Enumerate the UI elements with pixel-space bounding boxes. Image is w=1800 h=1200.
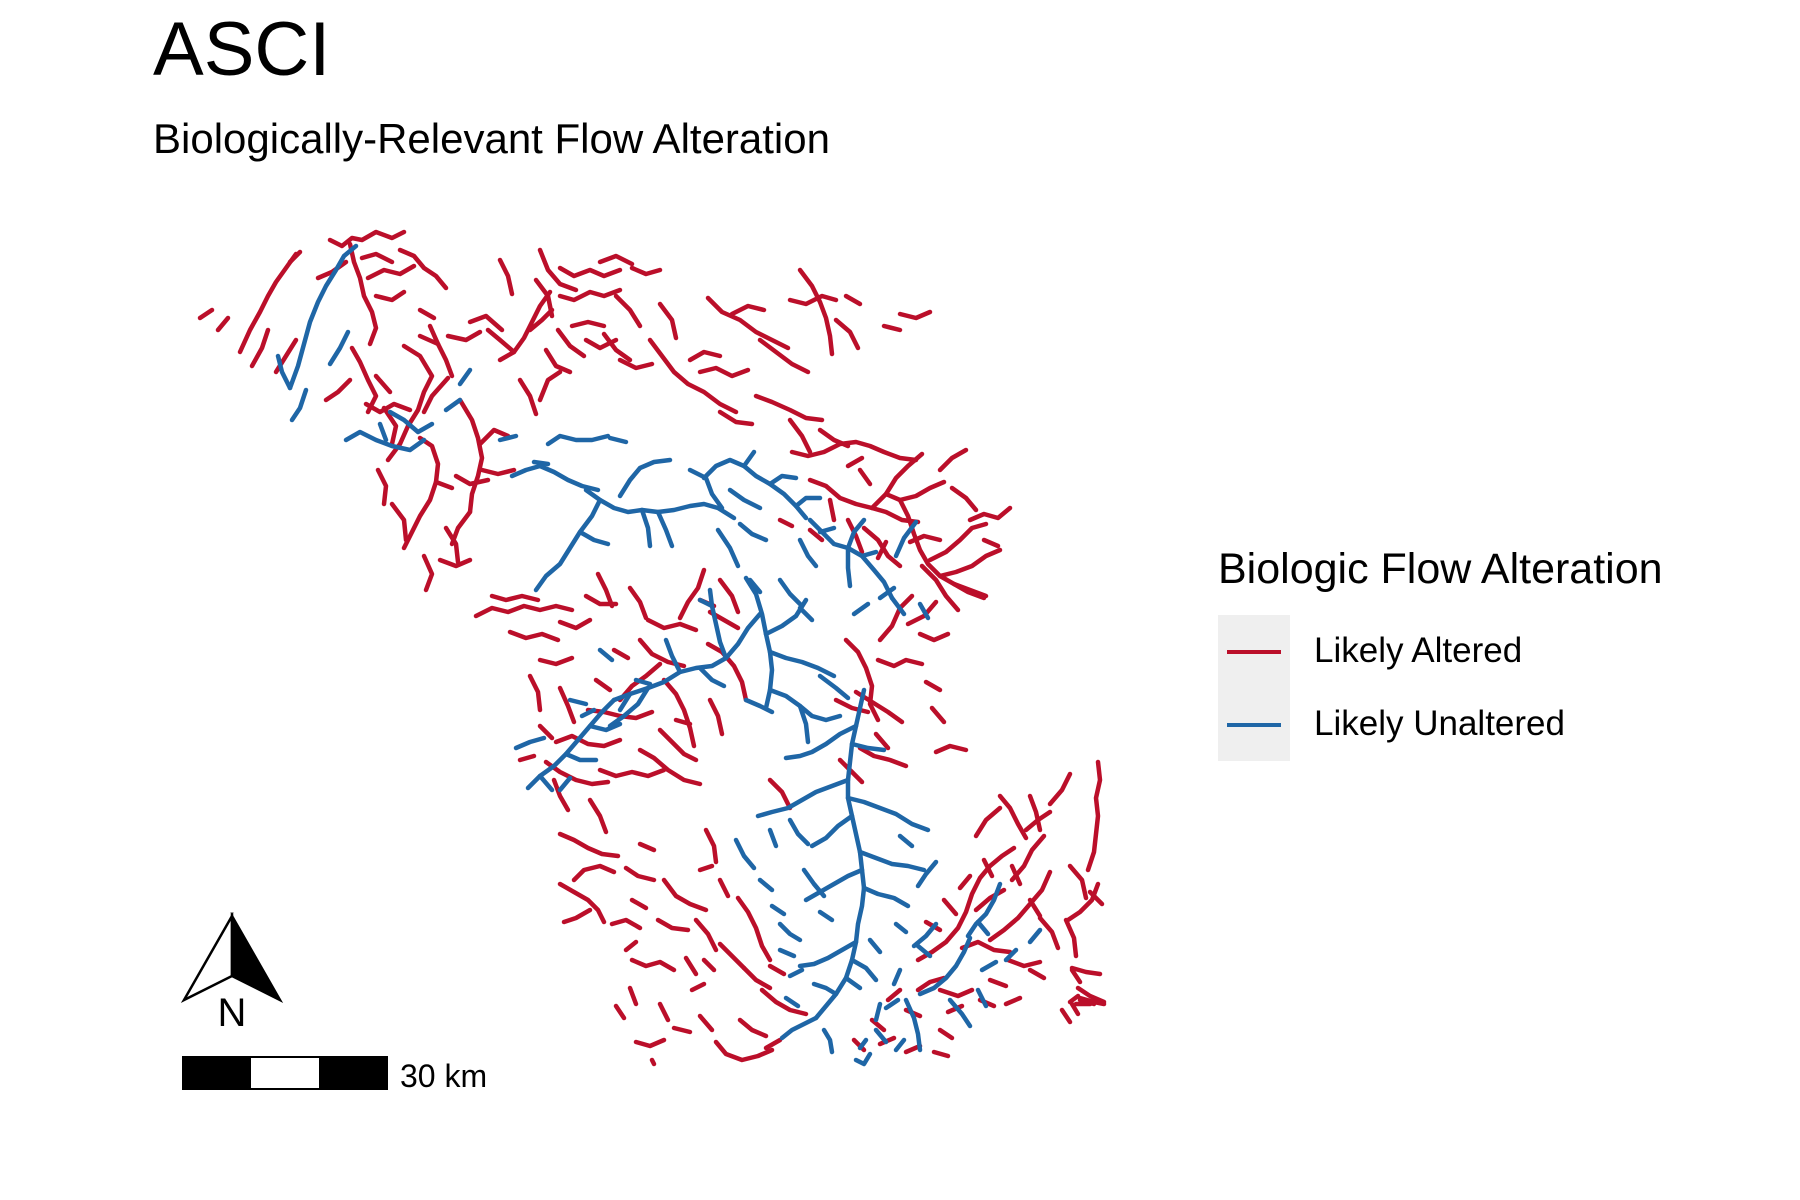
legend-swatch-altered xyxy=(1227,650,1281,654)
scale-bar xyxy=(182,1056,388,1090)
legend-body: Likely Altered Likely Unaltered xyxy=(1218,615,1663,761)
legend: Biologic Flow Alteration Likely Altered … xyxy=(1218,548,1663,761)
north-arrow-label: N xyxy=(218,991,247,1030)
scale-bar-label: 30 km xyxy=(400,1058,488,1094)
legend-title: Biologic Flow Alteration xyxy=(1218,545,1663,593)
legend-item-likely-unaltered: Likely Unaltered xyxy=(1218,688,1638,761)
legend-swatch-unaltered xyxy=(1227,723,1281,727)
altered-streams xyxy=(197,229,1107,1067)
legend-item-likely-altered: Likely Altered xyxy=(1218,615,1638,688)
map-subtitle: Biologically-Relevant Flow Alteration xyxy=(153,115,830,162)
legend-label-altered: Likely Altered xyxy=(1314,631,1523,670)
legend-key-background xyxy=(1218,615,1290,761)
north-arrow-icon: N xyxy=(180,912,284,1030)
legend-label-unaltered: Likely Unaltered xyxy=(1314,704,1565,743)
map-title: ASCI xyxy=(153,7,331,92)
unaltered-streams xyxy=(275,243,1043,1067)
